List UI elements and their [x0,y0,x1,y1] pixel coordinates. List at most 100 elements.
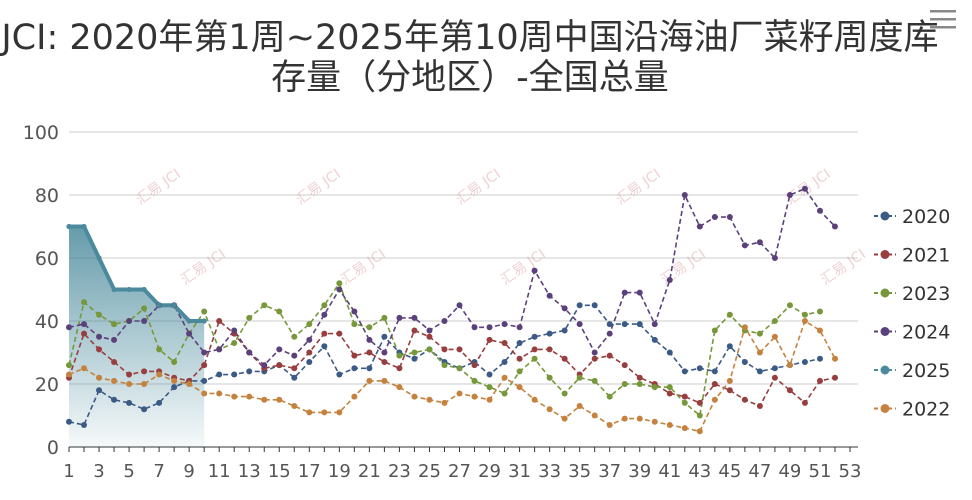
data-point-2020 [561,327,568,334]
x-tick-label: 5 [123,461,134,482]
data-point-2022 [816,327,823,334]
x-tick-label: 11 [208,461,231,482]
data-point-2024 [396,314,403,321]
data-point-2020 [246,368,253,375]
data-point-2021 [771,374,778,381]
x-tick-label: 27 [448,461,471,482]
data-point-2021 [351,352,358,359]
legend-marker-2024 [880,327,890,336]
data-point-2024 [66,324,72,331]
data-point-2022 [156,371,163,378]
x-tick-label: 37 [598,461,621,482]
x-tick-label: 35 [568,461,591,482]
data-point-2021 [111,358,118,365]
data-point-2022 [831,355,838,362]
data-point-2021 [336,330,343,337]
data-point-2023 [636,381,643,387]
data-point-2022 [771,333,778,340]
data-point-2020 [171,384,178,391]
data-point-2020 [381,333,388,340]
x-tick-label: 25 [418,461,441,482]
x-tick-label: 7 [153,461,164,482]
data-point-2023 [696,412,703,419]
x-tick-label: 31 [508,461,531,482]
x-tick-label: 15 [268,461,291,482]
data-point-2023 [486,384,493,391]
data-point-2023 [471,377,478,384]
x-tick-label: 49 [778,461,801,482]
data-point-2023 [396,352,403,359]
data-point-2021 [381,358,388,365]
watermark-text: 汇易 JCI [613,166,664,208]
data-point-2025 [201,318,207,324]
data-point-2022 [426,396,433,403]
data-point-2021 [531,346,538,353]
data-point-2024 [816,207,823,214]
data-point-2022 [261,396,268,403]
data-point-2020 [621,321,628,328]
data-point-2022 [276,396,283,403]
data-point-2025 [156,302,162,308]
data-point-2023 [786,302,793,309]
data-point-2021 [471,362,478,369]
watermark-text: 汇易 JCI [453,166,504,208]
data-point-2020 [336,371,343,378]
data-point-2023 [261,302,268,309]
data-point-2023 [501,390,508,397]
data-point-2021 [786,387,793,394]
data-point-2020 [291,374,298,381]
y-tick-label: 80 [35,185,59,207]
data-point-2022 [471,393,478,400]
data-point-2022 [636,415,643,422]
data-point-2022 [291,403,298,410]
data-point-2020 [666,349,673,356]
data-point-2024 [696,223,703,230]
data-point-2023 [381,314,388,321]
data-point-2023 [276,308,283,315]
data-point-2022 [366,377,373,384]
data-point-2023 [81,299,88,306]
data-point-2022 [546,406,553,413]
data-point-2024 [771,255,778,261]
data-point-2023 [516,368,523,375]
data-point-2023 [66,362,72,369]
data-point-2021 [741,396,748,403]
data-point-2021 [396,365,403,372]
data-point-2020 [531,333,538,340]
data-point-2024 [351,308,358,315]
data-point-2021 [831,374,838,381]
data-point-2021 [216,318,223,324]
data-point-2024 [306,336,313,343]
data-point-2022 [441,399,448,406]
hamburger-menu-icon[interactable] [928,8,958,30]
data-point-2024 [261,362,268,369]
data-point-2021 [306,349,313,356]
data-point-2020 [111,396,118,403]
data-point-2021 [636,374,643,381]
data-point-2024 [441,318,448,324]
data-point-2021 [81,330,88,337]
data-point-2023 [816,308,823,315]
data-point-2025 [96,255,102,261]
data-point-2022 [321,409,328,416]
data-point-2024 [786,192,793,198]
data-point-2024 [756,239,763,246]
data-point-2024 [246,349,253,356]
data-point-2021 [96,346,103,353]
data-point-2023 [96,311,103,318]
data-point-2020 [216,371,223,378]
data-point-2020 [726,343,733,350]
data-point-2024 [636,289,643,296]
data-point-2022 [231,393,238,400]
data-point-2023 [606,393,613,400]
data-point-2020 [231,371,238,378]
x-tick-label: 13 [238,461,261,482]
data-point-2022 [576,403,583,410]
data-point-2024 [606,330,613,337]
data-point-2024 [681,192,688,198]
data-point-2024 [291,352,298,359]
series-line-2024 [68,187,836,367]
watermark-text: 汇易 JCI [783,166,834,208]
data-point-2024 [366,336,373,343]
